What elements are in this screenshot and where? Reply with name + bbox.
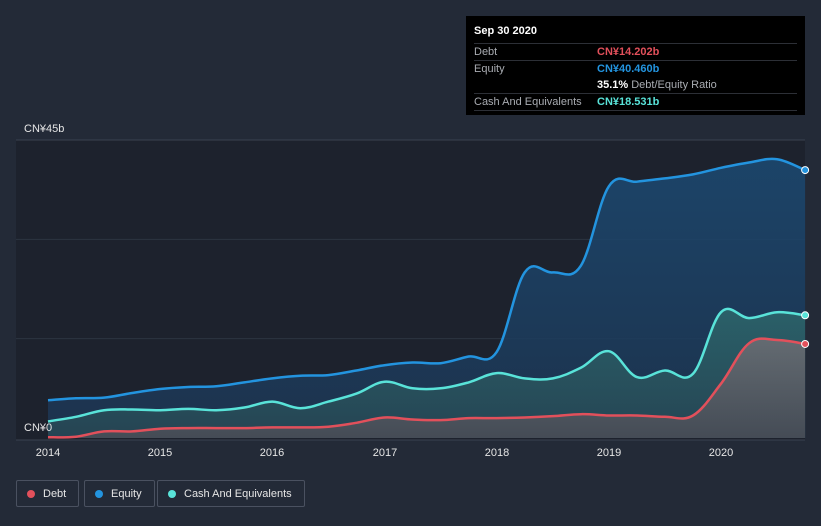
tooltip-equity-value: CN¥40.460b <box>597 63 660 75</box>
tooltip-debt-label: Debt <box>474 46 498 58</box>
x-tick-2018: 2018 <box>484 447 510 459</box>
x-tick-2014: 2014 <box>35 447 61 459</box>
x-tick-2020: 2020 <box>708 447 734 459</box>
legend-equity[interactable]: Equity <box>84 480 155 507</box>
cash-line <box>47 307 806 423</box>
tooltip-equity-label: Equity <box>474 63 505 75</box>
cash-area <box>48 308 806 438</box>
legend-debt-label: Debt <box>43 487 67 500</box>
debt-line <box>47 337 806 439</box>
series-lines <box>47 157 806 439</box>
tooltip-row-equity: Equity CN¥40.460b <box>474 60 797 77</box>
equity-line <box>47 157 806 402</box>
x-tick-2015: 2015 <box>147 447 173 459</box>
debt-end-marker <box>801 339 810 348</box>
legend-debt[interactable]: Debt <box>16 480 80 507</box>
tooltip-row-ratio: 35.1% Debt/Equity Ratio <box>474 77 797 93</box>
cash-legend-dot-icon <box>168 489 176 498</box>
legend-cash[interactable]: Cash And Equivalents <box>157 480 305 507</box>
tooltip-ratio-value: 35.1% <box>597 79 629 91</box>
cash-end-marker <box>801 311 810 320</box>
tooltip-cash-value: CN¥18.531b <box>597 96 660 108</box>
tooltip-debt-value: CN¥14.202b <box>597 46 660 58</box>
series-areas <box>48 158 806 438</box>
equity-end-marker <box>801 166 810 175</box>
x-tick-2016: 2016 <box>259 447 285 459</box>
equity-legend-dot-icon <box>95 489 103 498</box>
x-tick-2019: 2019 <box>596 447 622 459</box>
x-tick-2017: 2017 <box>372 447 398 459</box>
tooltip-ratio-label: Debt/Equity Ratio <box>631 79 717 91</box>
legend-cash-label: Cash And Equivalents <box>184 487 292 500</box>
tooltip-date: Sep 30 2020 <box>474 25 537 37</box>
tooltip-row-debt: Debt CN¥14.202b <box>474 43 797 60</box>
debt-legend-dot-icon <box>27 489 35 498</box>
tooltip-row-cash: Cash And Equivalents CN¥18.531b <box>474 93 797 111</box>
debt-area <box>48 338 806 438</box>
y-axis-zero-label: CN¥0 <box>24 422 53 434</box>
y-axis-max-label: CN¥45b <box>24 123 65 135</box>
chart-tooltip: Sep 30 2020 Debt CN¥14.202b Equity CN¥40… <box>466 16 805 115</box>
series-end-markers <box>801 166 810 348</box>
legend-equity-label: Equity <box>111 487 142 500</box>
tooltip-cash-label: Cash And Equivalents <box>474 96 582 108</box>
